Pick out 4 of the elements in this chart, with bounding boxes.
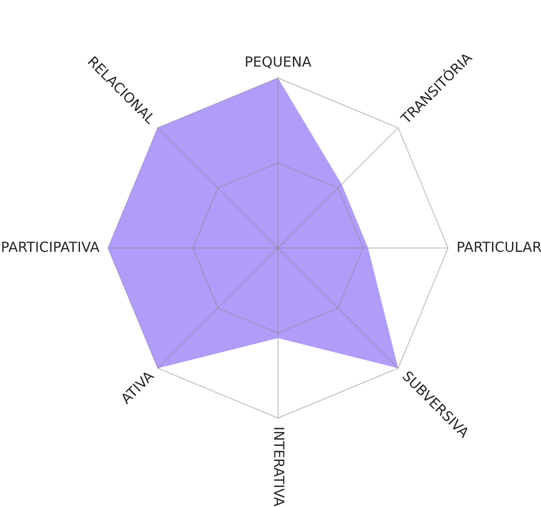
spoke-label: INTERATIVA	[274, 428, 284, 506]
spoke-label: PARTICIPATIVA	[2, 242, 100, 252]
spoke-label: PEQUENA	[246, 56, 312, 68]
spoke-label: PARTICULAR	[458, 242, 541, 252]
